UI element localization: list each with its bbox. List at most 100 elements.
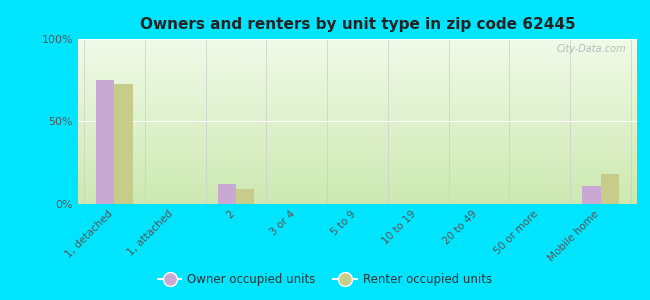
Bar — [78, 169, 637, 171]
Bar — [78, 161, 637, 163]
Bar — [78, 67, 637, 69]
Bar — [78, 75, 637, 77]
Bar — [78, 83, 637, 85]
Bar — [78, 42, 637, 44]
Bar — [78, 113, 637, 115]
Bar — [78, 62, 637, 64]
Bar — [78, 196, 637, 197]
Bar — [78, 136, 637, 138]
Bar — [78, 166, 637, 168]
Bar — [78, 90, 637, 92]
Bar — [78, 39, 637, 40]
Bar — [78, 72, 637, 74]
Bar — [96, 80, 114, 204]
Bar — [78, 163, 637, 164]
Bar — [78, 140, 637, 141]
Title: Owners and renters by unit type in zip code 62445: Owners and renters by unit type in zip c… — [140, 17, 575, 32]
Bar — [78, 184, 637, 186]
Bar — [78, 123, 637, 125]
Bar — [78, 154, 637, 156]
Bar — [78, 44, 637, 46]
Bar — [78, 194, 637, 196]
Bar — [78, 168, 637, 169]
Bar — [601, 174, 619, 204]
Bar — [78, 69, 637, 70]
Bar — [78, 95, 637, 97]
Bar — [78, 100, 637, 102]
Bar — [78, 182, 637, 184]
Bar — [78, 65, 637, 67]
Bar — [78, 153, 637, 154]
Bar — [78, 146, 637, 148]
Bar — [78, 120, 637, 122]
Bar — [78, 74, 637, 75]
Bar — [78, 145, 637, 146]
Bar — [78, 70, 637, 72]
Bar — [78, 112, 637, 113]
Bar — [78, 164, 637, 166]
Bar — [78, 116, 637, 118]
Bar — [78, 141, 637, 143]
Bar — [78, 199, 637, 201]
Bar — [78, 52, 637, 54]
Bar — [78, 151, 637, 153]
Bar — [78, 191, 637, 193]
Bar — [78, 193, 637, 194]
Bar — [78, 176, 637, 178]
Bar — [78, 130, 637, 131]
Bar — [78, 103, 637, 105]
Bar — [78, 201, 637, 202]
Bar — [78, 178, 637, 179]
Bar — [78, 47, 637, 49]
Bar — [78, 159, 637, 161]
Bar — [78, 57, 637, 59]
Bar — [78, 92, 637, 93]
Bar — [78, 56, 637, 57]
Bar — [78, 97, 637, 98]
Bar — [78, 85, 637, 87]
Bar — [78, 82, 637, 83]
Bar — [78, 60, 637, 62]
Bar — [582, 186, 601, 204]
Bar — [78, 125, 637, 126]
Bar — [78, 93, 637, 95]
Bar — [78, 143, 637, 145]
Bar — [78, 149, 637, 151]
Bar — [78, 135, 637, 136]
Legend: Owner occupied units, Renter occupied units: Owner occupied units, Renter occupied un… — [153, 269, 497, 291]
Bar — [78, 102, 637, 103]
Bar — [78, 88, 637, 90]
Bar — [78, 128, 637, 130]
Bar — [78, 79, 637, 80]
Bar — [78, 50, 637, 52]
Bar — [114, 83, 133, 204]
Bar — [78, 115, 637, 116]
Bar — [78, 77, 637, 79]
Bar — [78, 59, 637, 60]
Bar — [78, 80, 637, 82]
Bar — [78, 105, 637, 106]
Bar — [236, 189, 254, 204]
Bar — [78, 138, 637, 140]
Bar — [78, 171, 637, 172]
Bar — [78, 122, 637, 123]
Bar — [78, 186, 637, 188]
Bar — [78, 148, 637, 149]
Bar — [78, 131, 637, 133]
Text: City-Data.com: City-Data.com — [556, 44, 626, 54]
Bar — [78, 197, 637, 199]
Bar — [78, 156, 637, 158]
Bar — [78, 181, 637, 182]
Bar — [78, 202, 637, 204]
Bar — [78, 179, 637, 181]
Bar — [78, 64, 637, 65]
Bar — [78, 188, 637, 189]
Bar — [78, 106, 637, 108]
Bar — [78, 108, 637, 110]
Bar — [78, 189, 637, 191]
Bar — [78, 110, 637, 112]
Bar — [78, 126, 637, 128]
Bar — [78, 158, 637, 159]
Bar — [78, 40, 637, 42]
Bar — [78, 54, 637, 56]
